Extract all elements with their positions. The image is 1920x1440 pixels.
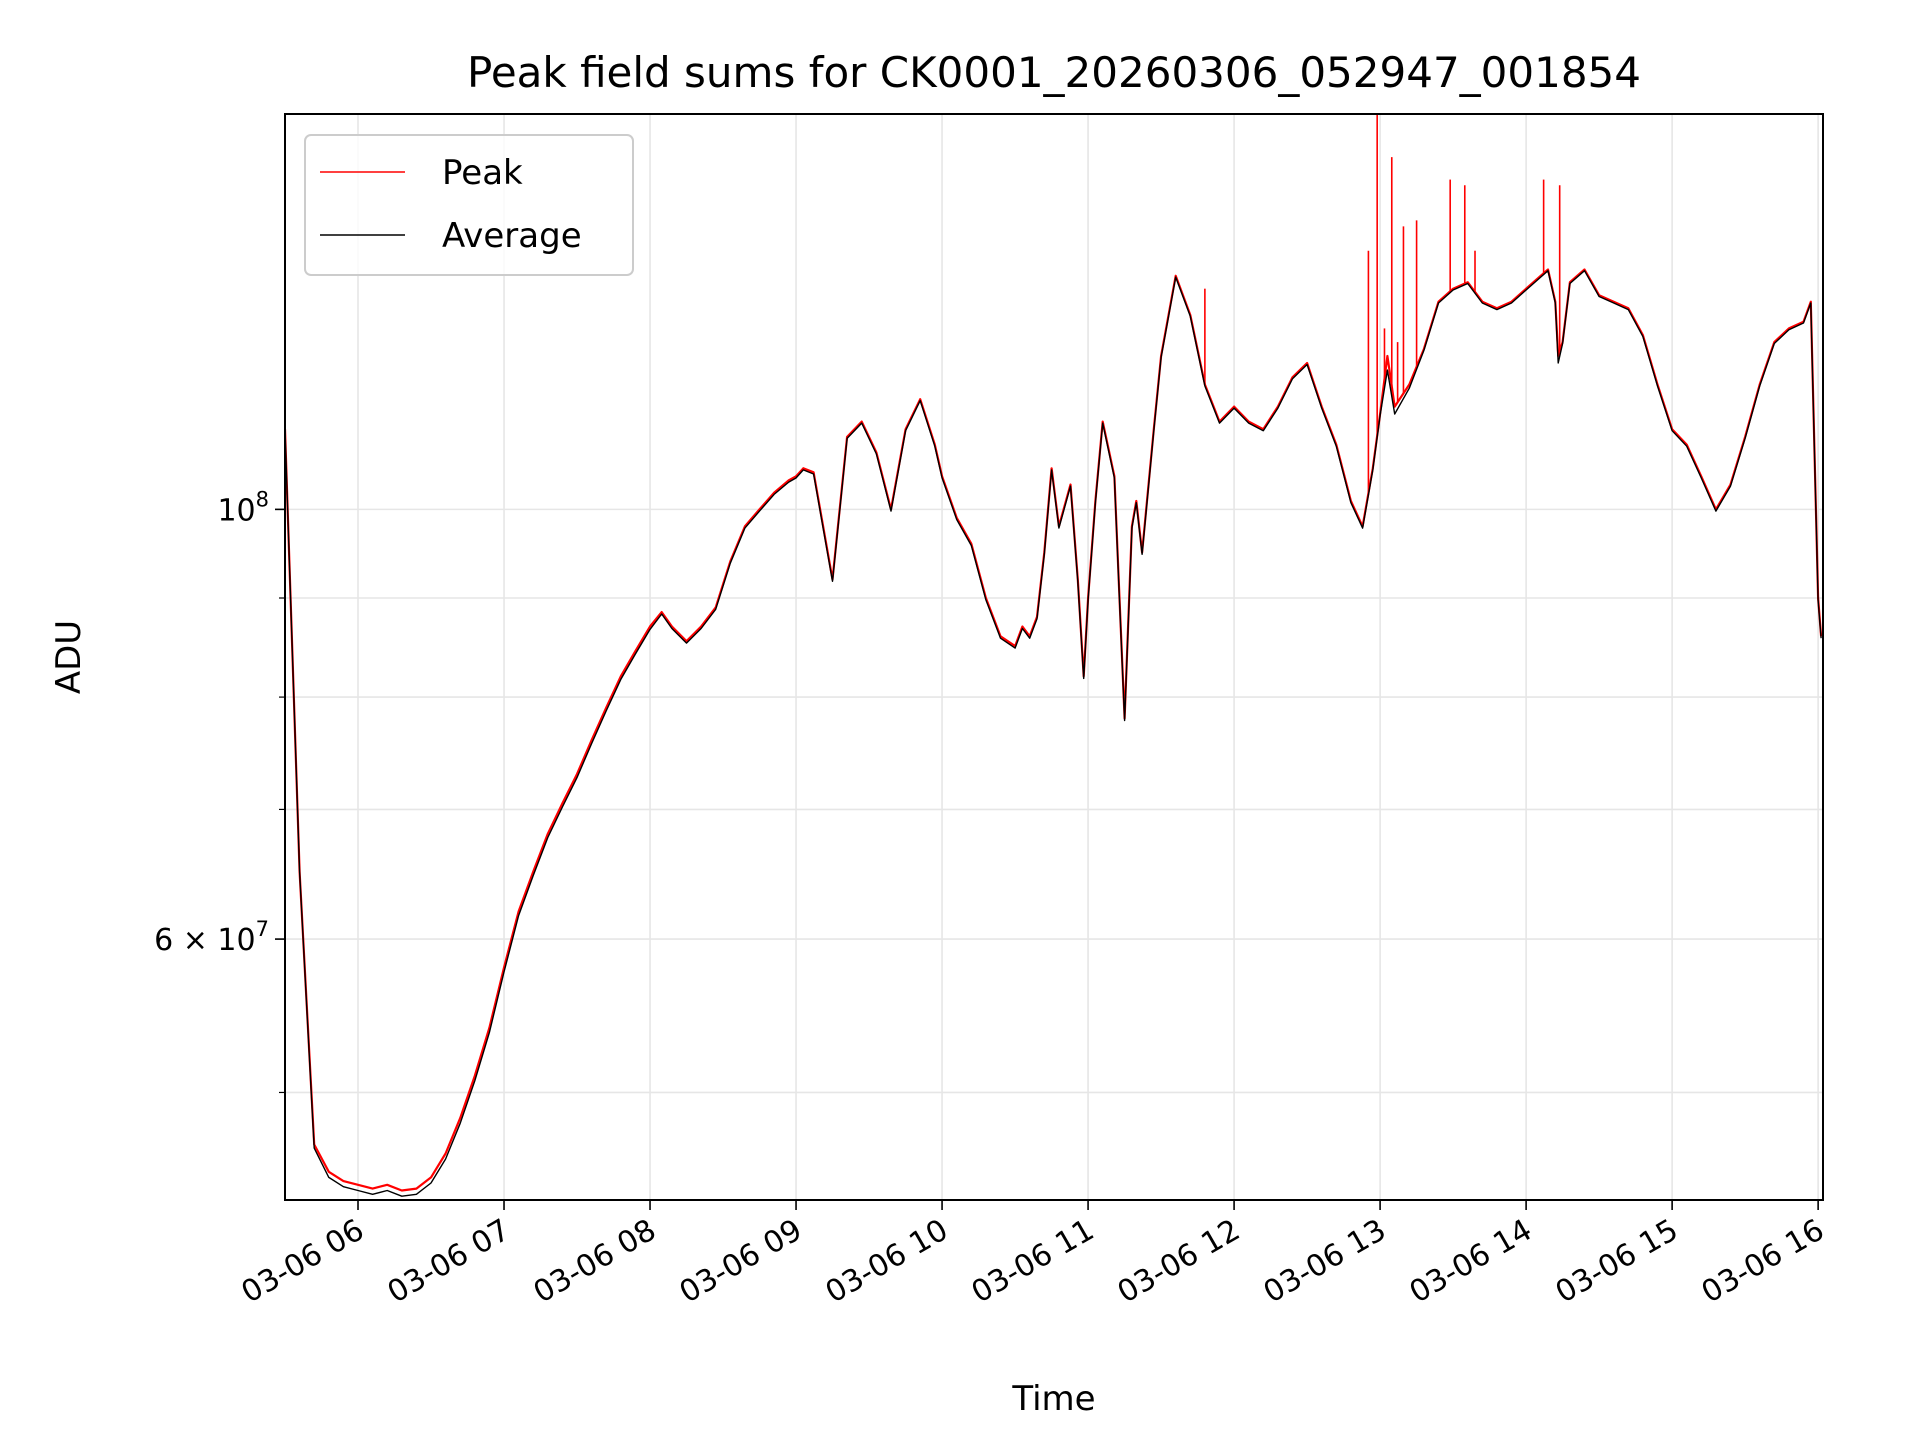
legend-label-peak: Peak [442,153,523,193]
x-tick-label: 03-06 06 [236,1213,370,1311]
y-axis: 108 6 × 107 [154,487,285,1094]
x-tick-label: 03-06 13 [1258,1213,1392,1311]
x-tick-label: 03-06 09 [674,1213,808,1311]
x-tick-label: 03-06 08 [528,1213,662,1311]
y-tick-label: 6 × 107 [154,917,269,958]
series-area [285,114,1823,1197]
legend-box [304,134,634,276]
x-tick-label: 03-06 14 [1404,1213,1538,1311]
legend-label-average: Average [442,216,582,256]
y-axis-label: ADU [49,620,89,694]
series-line-peak [285,268,1823,1192]
x-tick-label: 03-06 12 [1112,1213,1246,1311]
grid [285,114,1823,1200]
plot-frame [284,113,1824,1201]
x-tick-label: 03-06 10 [820,1213,954,1311]
x-axis: 03-06 06 03-06 07 03-06 08 03-06 09 03-06 10… [236,1200,1830,1310]
x-tick-label: 03-06 15 [1550,1213,1684,1311]
x-axis-label: Time [1011,1379,1095,1419]
x-tick-label: 03-06 16 [1696,1213,1830,1311]
legend: Peak Average [304,134,634,276]
x-tick-label: 03-06 07 [382,1213,516,1311]
chart-title: Peak field sums for CK0001_20260306_0529… [467,48,1641,97]
x-tick-label: 03-06 11 [966,1213,1100,1311]
y-tick-label: 108 [217,487,269,528]
series-line-average [285,270,1822,1197]
